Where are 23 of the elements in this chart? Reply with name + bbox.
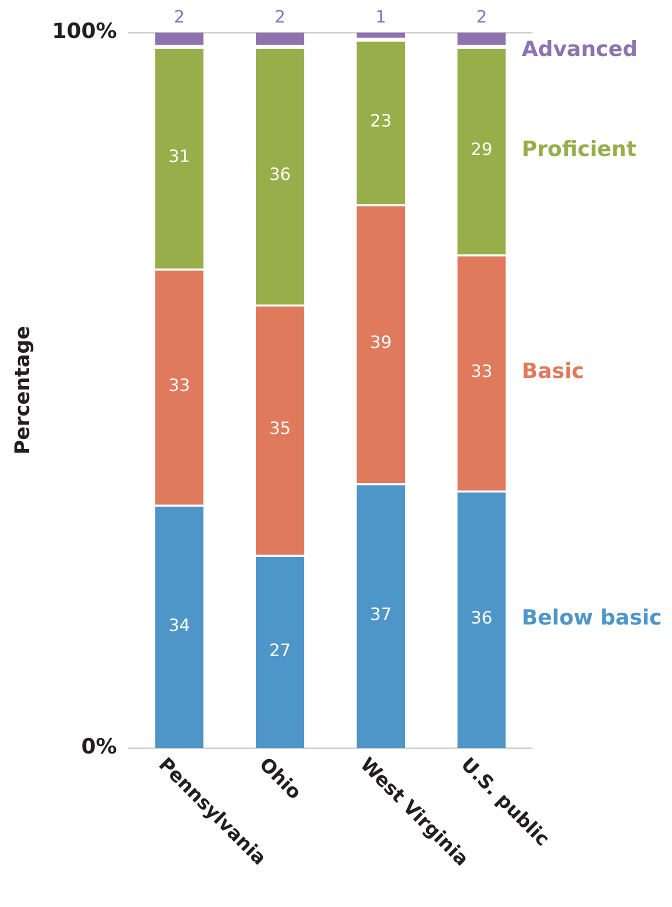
data-label: 36 [269, 165, 291, 186]
data-label: 29 [470, 140, 492, 160]
series-label: Advanced [522, 37, 638, 62]
data-label: 33 [168, 376, 190, 396]
data-label: 31 [168, 147, 190, 168]
data-label: 23 [370, 111, 392, 132]
y-axis-title: Percentage [10, 326, 34, 455]
data-label: 2 [274, 8, 286, 28]
series-label: Basic [522, 358, 584, 383]
series-label: Proficient [522, 137, 636, 162]
y-tick-label: 100% [52, 19, 117, 44]
data-label: 1 [375, 8, 386, 28]
data-label: 35 [269, 419, 291, 440]
data-label: 37 [370, 605, 392, 626]
data-label: 27 [269, 640, 291, 661]
data-label: 34 [168, 616, 190, 636]
data-label: 2 [476, 8, 488, 28]
data-label: 36 [470, 608, 492, 629]
series-label: Below basic [522, 606, 662, 630]
y-tick-label: 0% [81, 734, 117, 758]
data-label: 39 [370, 333, 392, 354]
data-label: 2 [174, 8, 185, 28]
data-label: 33 [470, 362, 492, 382]
